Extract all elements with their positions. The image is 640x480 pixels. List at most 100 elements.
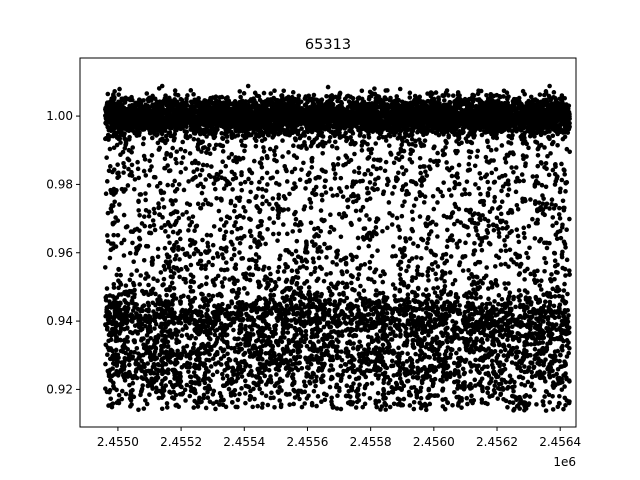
data-point bbox=[499, 143, 505, 148]
data-point bbox=[325, 84, 331, 90]
data-point bbox=[289, 94, 295, 100]
data-point bbox=[404, 105, 410, 110]
data-point bbox=[265, 113, 271, 119]
data-point bbox=[157, 99, 163, 105]
data-point bbox=[554, 130, 560, 135]
data-point bbox=[446, 93, 451, 98]
data-point bbox=[199, 102, 204, 107]
data-point bbox=[506, 128, 511, 133]
data-point bbox=[172, 97, 177, 102]
data-point bbox=[178, 96, 184, 102]
data-point bbox=[286, 124, 291, 129]
data-point bbox=[163, 93, 168, 98]
data-point bbox=[552, 96, 558, 101]
data-point bbox=[412, 109, 417, 115]
data-point bbox=[215, 107, 221, 113]
data-point bbox=[146, 99, 151, 104]
data-point bbox=[512, 106, 518, 112]
data-point bbox=[122, 131, 127, 136]
data-point bbox=[260, 122, 266, 128]
data-point bbox=[494, 92, 500, 98]
data-point bbox=[248, 97, 254, 102]
data-point bbox=[372, 86, 377, 91]
data-point bbox=[245, 83, 251, 89]
data-point bbox=[268, 91, 274, 96]
data-point bbox=[394, 101, 399, 106]
data-point bbox=[547, 83, 552, 89]
data-point bbox=[306, 135, 312, 141]
data-point bbox=[173, 92, 178, 97]
data-point bbox=[452, 102, 458, 107]
data-point bbox=[327, 103, 332, 109]
data-point bbox=[547, 95, 552, 101]
data-point bbox=[557, 96, 563, 102]
data-point bbox=[429, 124, 435, 130]
data-point bbox=[357, 133, 363, 138]
data-point bbox=[450, 93, 456, 98]
data-point bbox=[372, 105, 378, 111]
data-point bbox=[441, 105, 447, 110]
data-point bbox=[517, 99, 522, 104]
data-point bbox=[237, 89, 243, 94]
data-point bbox=[261, 90, 267, 96]
data-point bbox=[159, 104, 165, 110]
data-point bbox=[543, 89, 549, 94]
data-point bbox=[451, 115, 457, 120]
data-point bbox=[562, 95, 567, 101]
data-point bbox=[497, 101, 503, 107]
data-point bbox=[207, 104, 213, 110]
data-point bbox=[235, 101, 240, 107]
data-point bbox=[103, 120, 108, 126]
data-point bbox=[386, 132, 392, 138]
data-point bbox=[141, 98, 146, 103]
data-point bbox=[256, 103, 261, 109]
data-point bbox=[167, 105, 173, 111]
data-point bbox=[536, 105, 542, 110]
data-point bbox=[460, 130, 465, 136]
data-point bbox=[423, 103, 428, 108]
data-point bbox=[290, 90, 296, 95]
data-point bbox=[327, 135, 333, 140]
data-point bbox=[375, 93, 380, 99]
chart-title: 65313 bbox=[305, 37, 351, 53]
data-point bbox=[117, 86, 122, 92]
data-point bbox=[528, 94, 534, 100]
data-point bbox=[184, 102, 190, 108]
data-point bbox=[422, 138, 428, 143]
data-point bbox=[433, 90, 439, 95]
data-point bbox=[461, 115, 466, 121]
data-point bbox=[238, 94, 243, 100]
data-point bbox=[152, 96, 158, 102]
data-point bbox=[430, 91, 435, 96]
data-point bbox=[139, 121, 145, 127]
data-point bbox=[398, 128, 404, 133]
data-point bbox=[441, 109, 447, 114]
data-point bbox=[326, 139, 332, 144]
data-point bbox=[138, 111, 143, 117]
data-point bbox=[140, 125, 145, 131]
data-point bbox=[260, 118, 266, 123]
data-point bbox=[299, 126, 304, 131]
data-point bbox=[555, 142, 560, 148]
data-point bbox=[297, 105, 302, 111]
data-point bbox=[476, 88, 481, 94]
data-point bbox=[313, 127, 318, 133]
data-point bbox=[191, 92, 196, 97]
data-point bbox=[309, 96, 315, 102]
data-point bbox=[159, 83, 165, 89]
data-point bbox=[356, 95, 362, 100]
data-point bbox=[362, 106, 367, 112]
data-point bbox=[195, 97, 201, 102]
data-point bbox=[455, 92, 461, 98]
data-point bbox=[303, 94, 308, 99]
data-point bbox=[479, 132, 485, 138]
data-point bbox=[348, 135, 353, 140]
data-point bbox=[511, 96, 517, 102]
data-point bbox=[434, 129, 440, 135]
data-point bbox=[335, 98, 340, 104]
data-point bbox=[103, 113, 108, 118]
data-point bbox=[105, 91, 111, 97]
data-point bbox=[462, 101, 468, 107]
data-point bbox=[379, 101, 385, 106]
